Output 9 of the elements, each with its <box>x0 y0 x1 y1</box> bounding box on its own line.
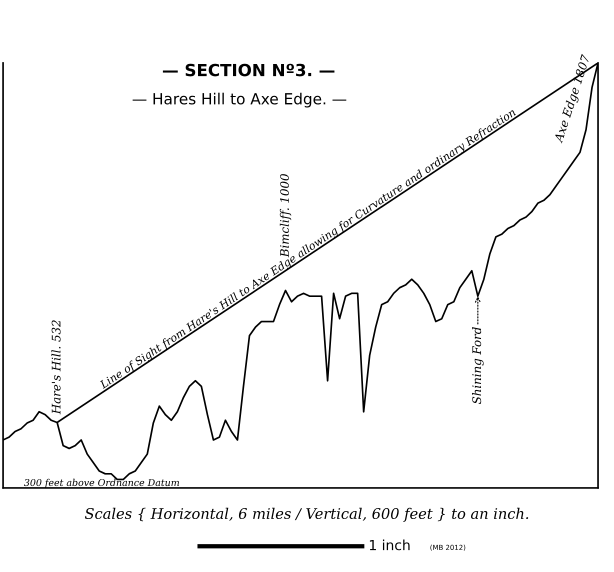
data-label: Bimcliff. 1000 <box>280 174 292 258</box>
text: — Hares Hill to Axe Edge. — <box>132 92 346 108</box>
data-label: Hare's Hill. 532 <box>51 320 61 414</box>
data-label: Shining Ford <box>472 327 484 404</box>
chart-title: — SECTION Nº3. — <box>162 64 334 76</box>
data-label: Axe Edge 1807 <box>553 54 592 144</box>
text: 1 inch <box>370 540 410 550</box>
text: Scales { Horizontal, 6 miles / Vertical, 600 feet } to an inch. <box>84 508 528 522</box>
annotation: 300 feet above Ordnance Datum <box>24 478 180 488</box>
